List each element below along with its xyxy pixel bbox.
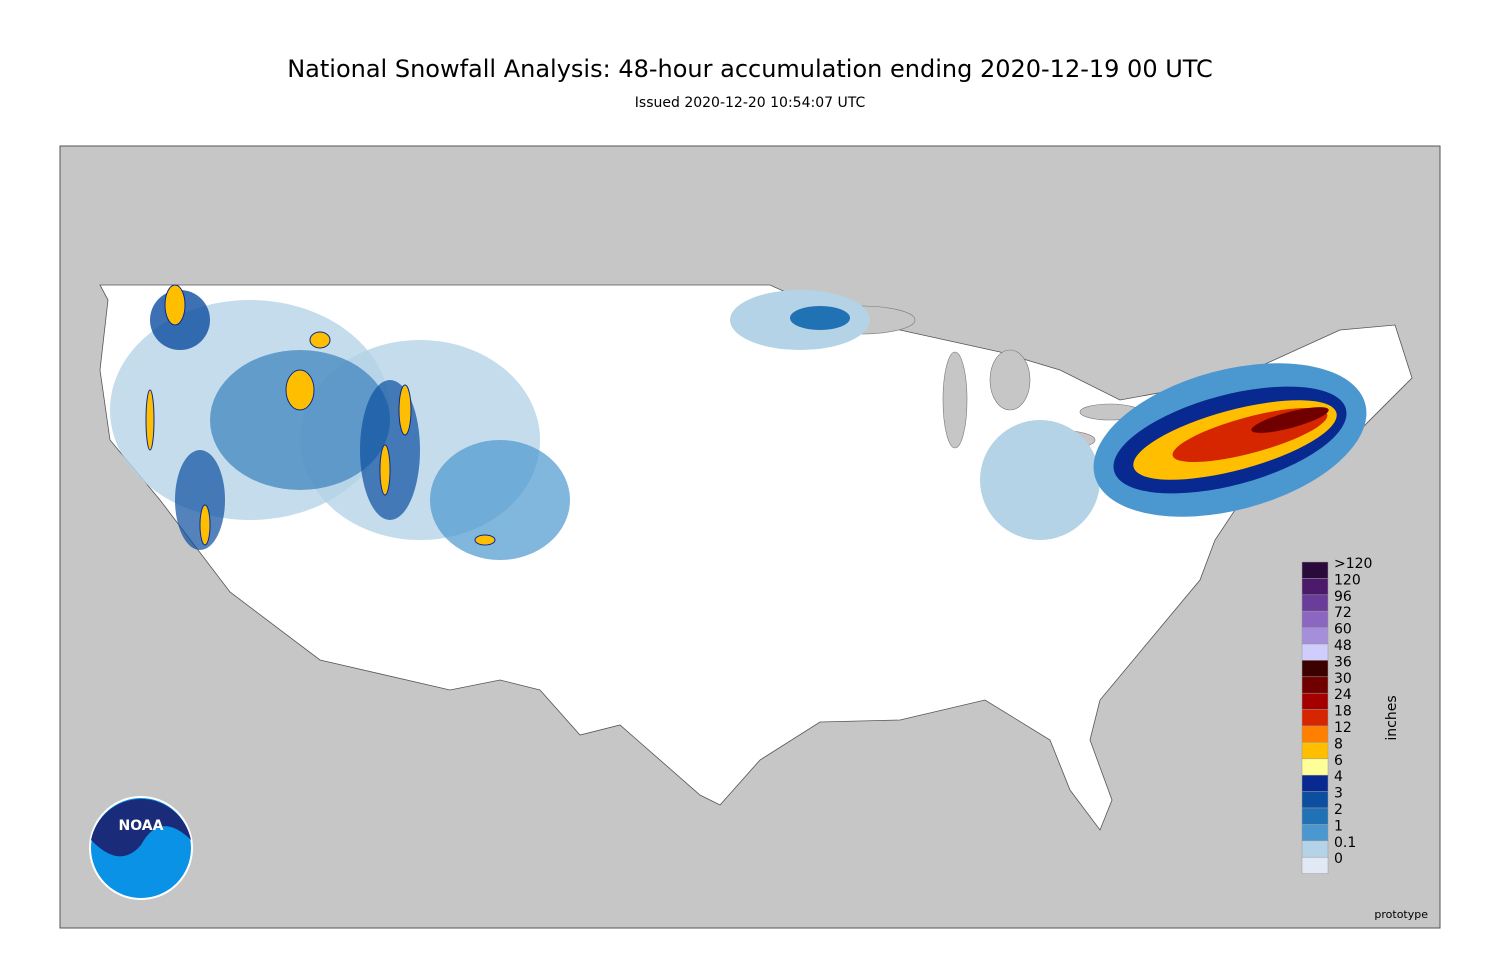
legend-swatch: [1301, 725, 1329, 743]
legend-swatch: [1301, 561, 1329, 579]
legend-swatch: [1301, 660, 1329, 678]
legend-label: 3: [1334, 786, 1343, 802]
legend-label: 36: [1334, 654, 1352, 670]
legend-swatch: [1301, 742, 1329, 760]
footer-note: prototype: [1374, 908, 1428, 921]
subtitle: Issued 2020-12-20 10:54:07 UTC: [635, 95, 866, 111]
snow-shading: [110, 284, 1367, 560]
legend-swatch: [1301, 610, 1329, 628]
title: National Snowfall Analysis: 48-hour accu…: [287, 55, 1213, 83]
legend-swatch: [1301, 692, 1329, 710]
legend-swatch: [1301, 627, 1329, 645]
legend-label: 96: [1334, 589, 1352, 605]
legend-swatch: [1301, 578, 1329, 596]
logo-text: NOAA: [119, 818, 164, 834]
legend-label: 30: [1334, 671, 1352, 687]
legend-swatch: [1301, 824, 1329, 842]
legend-label: 0: [1334, 851, 1343, 867]
legend-label: 0.1: [1334, 835, 1356, 851]
legend-label: 12: [1334, 720, 1352, 736]
legend-swatch: [1301, 676, 1329, 694]
legend-label: 8: [1334, 736, 1343, 752]
legend-label: 60: [1334, 622, 1352, 638]
legend-label: 4: [1334, 769, 1343, 785]
noaa-logo: NOAA: [89, 796, 193, 900]
legend-swatch: [1301, 643, 1329, 661]
legend-swatch: [1301, 807, 1329, 825]
legend-label: 18: [1334, 704, 1352, 720]
legend-swatch: [1301, 840, 1329, 858]
legend-label: 72: [1334, 605, 1352, 621]
legend-label: 120: [1334, 572, 1361, 588]
legend-swatch: [1301, 774, 1329, 792]
legend-swatch: [1301, 709, 1329, 727]
legend-label: >120: [1334, 556, 1372, 572]
legend-swatch: [1301, 856, 1329, 874]
legend-label: 24: [1334, 687, 1352, 703]
legend-unit: inches: [1384, 695, 1400, 740]
legend-swatch: [1301, 758, 1329, 776]
legend-swatch: [1301, 594, 1329, 612]
legend-label: 2: [1334, 802, 1343, 818]
legend-label: 6: [1334, 753, 1343, 769]
map: NOAA prototype: [59, 145, 1441, 929]
legend-label: 48: [1334, 638, 1352, 654]
legend-label: 1: [1334, 818, 1343, 834]
legend-swatch: [1301, 791, 1329, 809]
